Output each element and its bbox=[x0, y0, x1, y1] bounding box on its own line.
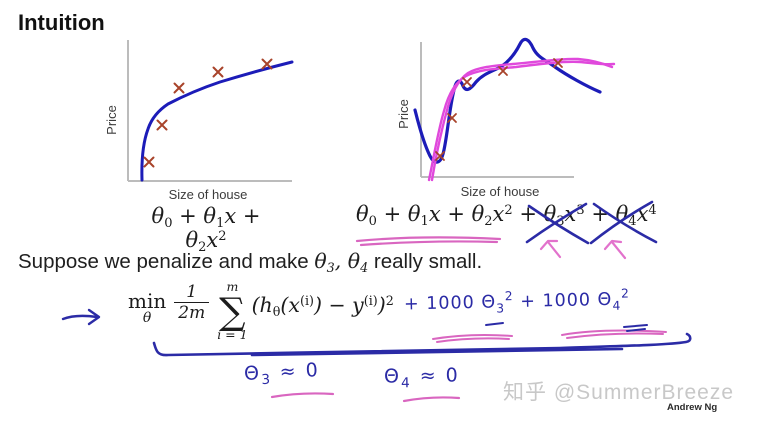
crossed-term-theta4: θ4x4 bbox=[615, 202, 657, 229]
pink-underline-note3 bbox=[270, 392, 335, 399]
right-axes bbox=[420, 42, 574, 178]
sentence-prefix: Suppose we penalize and make bbox=[18, 250, 315, 273]
left-data-markers bbox=[143, 58, 273, 168]
eq2-theta0: θ bbox=[356, 202, 369, 226]
left-axes bbox=[127, 40, 292, 182]
penalize-sentence: Suppose we penalize and make θ3, θ4 real… bbox=[18, 249, 483, 275]
eq-theta0: θ bbox=[151, 204, 165, 228]
author-credit: Andrew Ng bbox=[667, 402, 718, 413]
equation-quartic: θ0 + θ1x + θ2x2 + θ3x3 + θ4x4 bbox=[356, 202, 657, 229]
fraction-1-2m: 1 2m bbox=[174, 283, 210, 323]
eq2-x: x bbox=[492, 202, 505, 226]
eq2-x-theta2: x + θ bbox=[428, 202, 485, 226]
right-data-markers bbox=[435, 58, 563, 161]
left-fit-curve bbox=[140, 60, 294, 182]
pink-underline-kept-terms bbox=[355, 236, 502, 247]
handwritten-penalty-terms: + 1000 Θ32 + 1000 Θ42 bbox=[403, 286, 630, 316]
chart-left-quadratic-fit: Price Size of house bbox=[104, 40, 294, 202]
eq-x: x bbox=[206, 228, 219, 252]
chart-right-overfit: Price Size of house bbox=[396, 37, 616, 199]
left-ylabel: Price bbox=[104, 105, 119, 135]
min-operator: min θ bbox=[128, 289, 167, 326]
summation-operator: m ∑ i = 1 bbox=[217, 279, 248, 342]
sentence-suffix: really small. bbox=[368, 250, 483, 273]
right-ylabel: Price bbox=[396, 99, 411, 129]
slide-title: Intuition bbox=[18, 10, 105, 35]
cost-function-formula: min θ 1 2m m ∑ i = 1 (hθ(x(i)) − y(i))2 … bbox=[128, 279, 630, 342]
eq2-plus2: + bbox=[584, 202, 616, 226]
right-overfit-curve bbox=[413, 37, 602, 164]
left-xlabel: Size of house bbox=[169, 187, 248, 202]
pink-arrow-theta3-icon bbox=[539, 239, 562, 259]
equation-quadratic: θ0 + θ1x + θ2x2 bbox=[151, 204, 261, 255]
eq2-plus-theta1: + θ bbox=[376, 202, 421, 226]
note-theta3-approx-zero: Θ3 ≈ 0 bbox=[243, 359, 321, 389]
eq-x-theta2: x + θ bbox=[185, 204, 261, 252]
right-xlabel: Size of house bbox=[461, 184, 540, 199]
eq-plus-theta1: + θ bbox=[172, 204, 217, 228]
note-theta4-approx-zero: Θ4 ≈ 0 bbox=[383, 364, 460, 392]
pink-arrow-theta4-icon bbox=[603, 239, 627, 260]
eq2-plus: + bbox=[512, 202, 544, 226]
sentence-theta3-theta4: θ3, θ4 bbox=[314, 249, 369, 275]
crossed-term-theta3: θ3x3 bbox=[543, 202, 585, 229]
hand-arrow-icon bbox=[61, 308, 101, 326]
right-smooth-curves bbox=[427, 57, 616, 182]
watermark-zhihu: 知乎 @SummerBreeze bbox=[503, 381, 735, 404]
pink-underline-note4 bbox=[402, 396, 461, 403]
squared-error-term: (hθ(x(i)) − y(i))2 bbox=[251, 293, 394, 319]
